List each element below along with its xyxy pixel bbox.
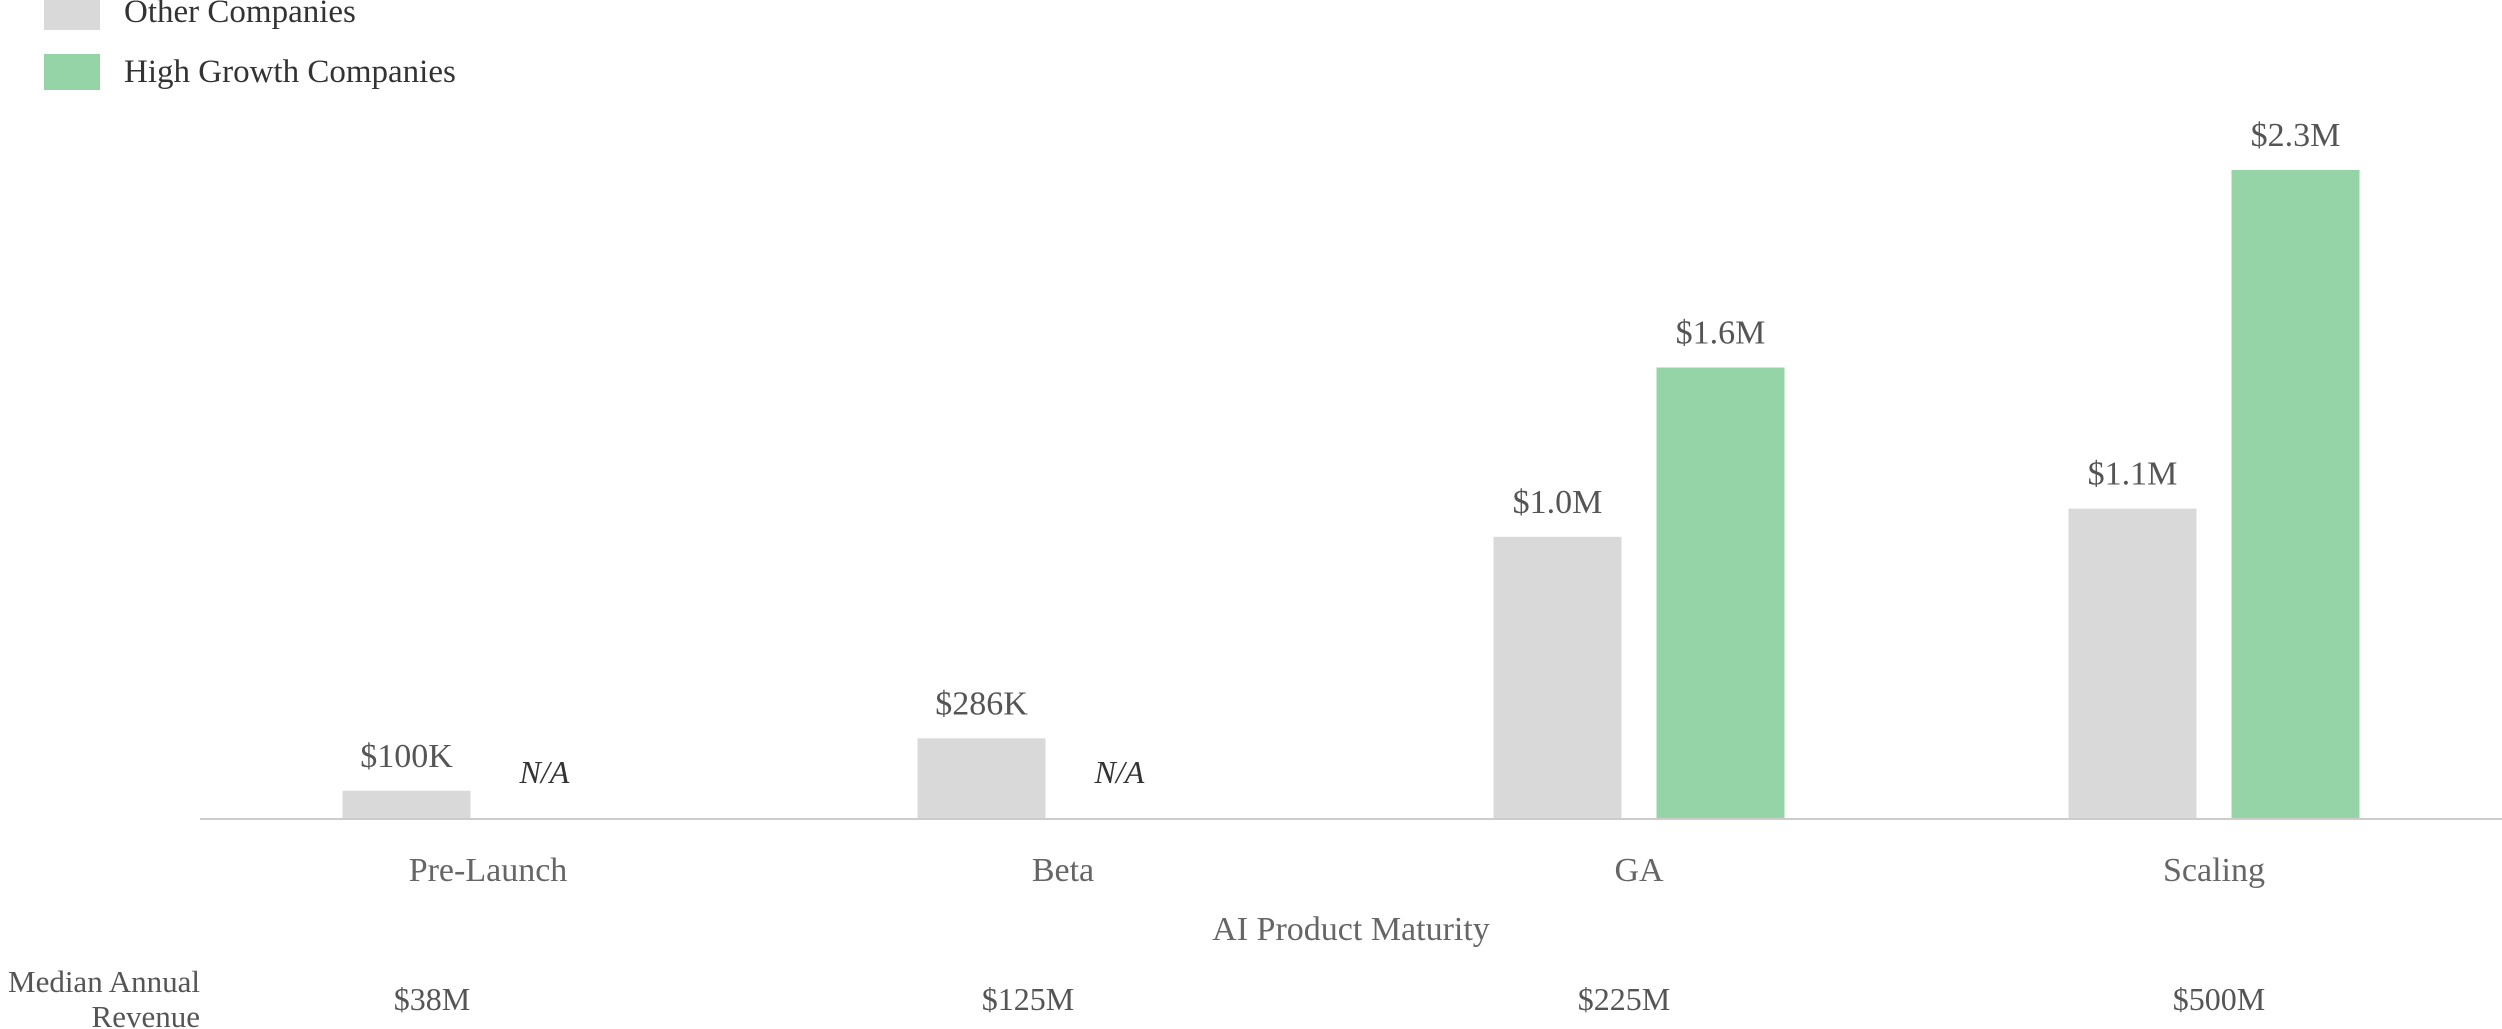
bar-other-companies-beta [917, 738, 1046, 819]
bar-high-growth-companies-ga [1656, 367, 1785, 819]
value-label-high-growth-companies-ga: $1.6M [1676, 315, 1766, 352]
bar-high-growth-companies-scaling [2231, 170, 2360, 819]
legend-label-high-growth-companies: High Growth Companies [124, 53, 456, 90]
x-tick-label-pre-launch: Pre-Launch [409, 852, 568, 889]
legend-item-other-companies: Other Companies [44, 0, 356, 32]
revenue-value-pre-launch: $38M [394, 981, 470, 1017]
x-tick-label-beta: Beta [1032, 852, 1094, 889]
x-tick-label-scaling: Scaling [2163, 852, 2265, 889]
revenue-row-values-group: $38M $125M $225M $500M [394, 981, 2265, 1017]
x-tick-labels-group: Pre-Launch Beta GA Scaling [409, 852, 2265, 889]
legend-item-high-growth-companies: High Growth Companies [44, 52, 456, 92]
bar-other-companies-scaling [2068, 508, 2197, 819]
revenue-row-title-line2: Revenue [92, 999, 200, 1029]
bar-other-companies-pre-launch [342, 790, 471, 819]
value-label-other-companies-pre-launch: $100K [360, 738, 453, 775]
x-axis-title: AI Product Maturity [1212, 911, 1490, 948]
legend-label-other-companies: Other Companies [124, 0, 356, 30]
legend-swatch-other-companies [44, 0, 100, 30]
legend-swatch-high-growth-companies [44, 54, 100, 90]
value-label-other-companies-scaling: $1.1M [2088, 456, 2178, 493]
value-label-high-growth-companies-scaling: $2.3M [2251, 117, 2341, 154]
na-label-high-growth-companies-pre-launch: N/A [519, 754, 570, 790]
revenue-value-scaling: $500M [2173, 981, 2265, 1017]
revenue-value-beta: $125M [982, 981, 1074, 1017]
bars-group [342, 170, 2360, 819]
value-labels-group: $100K N/A $286K N/A $1.0M $1.6M $1.1M $2.3M [360, 117, 2340, 790]
value-label-other-companies-ga: $1.0M [1513, 484, 1603, 521]
revenue-row-title-line1: Median Annual [8, 964, 200, 999]
bar-other-companies-ga [1493, 536, 1622, 819]
value-label-other-companies-beta: $286K [935, 685, 1028, 722]
revenue-value-ga: $225M [1578, 981, 1670, 1017]
x-tick-label-ga: GA [1614, 852, 1664, 889]
na-label-high-growth-companies-beta: N/A [1094, 754, 1145, 790]
